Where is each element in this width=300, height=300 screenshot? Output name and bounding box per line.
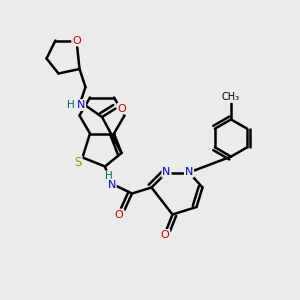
Text: O: O [115,209,124,220]
Text: CH₃: CH₃ [222,92,240,102]
Text: S: S [74,156,82,170]
Text: H: H [105,171,112,182]
Text: N: N [77,100,85,110]
Text: N: N [107,179,116,190]
Text: O: O [118,103,127,114]
Text: O: O [72,35,81,46]
Text: N: N [185,167,193,177]
Text: N: N [162,167,171,177]
Text: H: H [67,100,74,110]
Text: O: O [160,230,169,240]
